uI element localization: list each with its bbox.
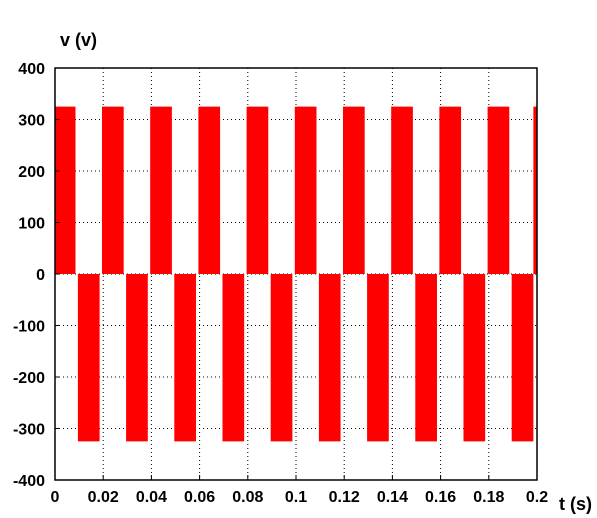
positive-pulse	[198, 106, 221, 274]
y-tick-label: -200	[13, 370, 45, 387]
negative-pulse	[367, 274, 389, 442]
negative-pulse	[77, 274, 100, 442]
positive-pulse	[391, 106, 413, 274]
positive-pulse	[246, 106, 269, 274]
y-tick-label: 400	[18, 61, 45, 78]
negative-pulse	[222, 274, 245, 442]
x-tick-label: 0.02	[88, 489, 119, 506]
x-tick-label: 0.18	[473, 489, 504, 506]
x-tick-label: 0	[51, 489, 60, 506]
positive-pulse	[101, 106, 124, 274]
y-tick-label: -400	[13, 473, 45, 490]
x-tick-label: 0.06	[184, 489, 215, 506]
x-axis-label: t (s)	[559, 494, 592, 514]
positive-pulse	[342, 106, 365, 274]
positive-pulse	[487, 106, 510, 274]
y-tick-label: -300	[13, 422, 45, 439]
negative-pulse	[174, 274, 196, 442]
positive-pulse	[150, 106, 172, 274]
x-tick-label: 0.14	[377, 489, 408, 506]
x-tick-label: 0.12	[329, 489, 360, 506]
y-tick-label: 200	[18, 164, 45, 181]
x-axis-ticks: 0 0.02 0.04 0.06 0.08 0.1 0.12 0.14 0.16 0.18 0.2	[51, 475, 548, 506]
negative-pulse	[126, 274, 148, 442]
y-tick-label: 100	[18, 216, 45, 233]
x-tick-label: 0.08	[232, 489, 263, 506]
y-tick-label: -100	[13, 319, 45, 336]
negative-pulse	[318, 274, 341, 442]
positive-pulse	[294, 106, 317, 274]
positive-pulse	[533, 106, 537, 274]
y-tick-label: 0	[36, 267, 45, 284]
y-axis-label: v (v)	[60, 30, 97, 50]
y-tick-label: 300	[18, 113, 45, 130]
x-tick-label: 0.04	[136, 489, 167, 506]
x-tick-label: 0.2	[526, 489, 548, 506]
negative-pulse	[511, 274, 534, 442]
negative-pulse	[270, 274, 293, 442]
x-tick-label: 0.1	[285, 489, 307, 506]
positive-pulse	[439, 106, 462, 274]
positive-pulse	[55, 106, 76, 274]
waveform-series	[55, 106, 537, 442]
negative-pulse	[415, 274, 437, 442]
x-tick-label: 0.16	[425, 489, 456, 506]
negative-pulse	[463, 274, 486, 442]
y-axis-ticks: 400 300 200 100 0 -100 -200 -300 -400	[13, 61, 60, 490]
